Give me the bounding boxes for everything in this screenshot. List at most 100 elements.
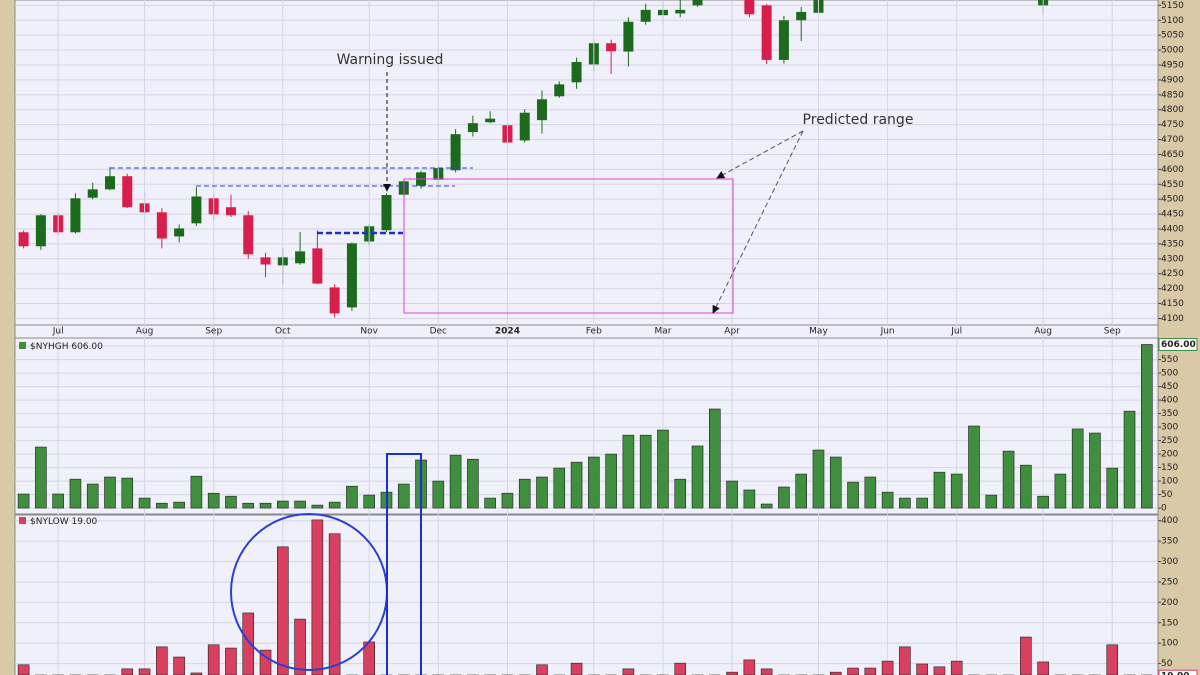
bar xyxy=(553,467,566,509)
candle-body xyxy=(225,207,236,216)
y-tick-label: 4150 xyxy=(1161,299,1184,309)
candle-body xyxy=(675,9,686,14)
x-tick-label: Dec xyxy=(430,327,447,337)
bar xyxy=(968,425,980,509)
y-tick-label: 4650 xyxy=(1161,150,1184,160)
bar xyxy=(121,668,134,675)
y-tick-label: 4300 xyxy=(1161,254,1184,264)
y-tick-label: 400 xyxy=(1161,516,1178,526)
y-tick-label: 250 xyxy=(1161,577,1178,587)
bar xyxy=(432,480,445,509)
bar xyxy=(173,656,185,675)
bar xyxy=(657,429,669,509)
bar xyxy=(242,502,255,509)
candle-body xyxy=(156,212,167,239)
nylow-panel xyxy=(14,514,1159,675)
bar xyxy=(259,649,272,675)
bar xyxy=(311,519,324,675)
y-tick-label: 300 xyxy=(1161,557,1178,567)
last-value-label: 19.00 xyxy=(1161,672,1189,675)
bar xyxy=(708,408,721,509)
x-tick-label: Jun xyxy=(880,327,895,337)
bar xyxy=(743,489,756,509)
bar xyxy=(17,493,30,509)
legend-name: $NYHGH xyxy=(30,342,68,352)
bar xyxy=(950,473,963,509)
bar xyxy=(311,504,324,509)
bar xyxy=(449,454,462,509)
bar xyxy=(899,497,911,509)
x-tick-label: Aug xyxy=(1034,327,1052,337)
bar xyxy=(847,481,859,509)
bar xyxy=(726,671,738,675)
legend-name: $NYLOW xyxy=(30,517,69,527)
bar xyxy=(1037,495,1049,509)
candle-body xyxy=(623,21,634,52)
bar xyxy=(190,475,203,509)
legend-value: 19.00 xyxy=(72,517,98,527)
y-tick-label: 400 xyxy=(1161,396,1178,406)
x-tick-label: Jul xyxy=(950,327,962,337)
bar xyxy=(674,478,687,509)
bar xyxy=(1089,432,1101,509)
x-tick-label: Feb xyxy=(586,327,602,337)
bar xyxy=(726,480,738,509)
y-tick-label: 4750 xyxy=(1161,120,1184,130)
bar xyxy=(138,497,151,509)
bar xyxy=(1141,344,1153,509)
last-value-box xyxy=(1158,337,1198,351)
bar xyxy=(138,668,151,675)
bar xyxy=(52,493,64,509)
bar xyxy=(276,546,289,675)
y-tick-label: 4950 xyxy=(1161,61,1184,71)
x-tick-label: Apr xyxy=(724,327,740,337)
predicted-range-box xyxy=(403,178,734,314)
bar xyxy=(864,476,877,509)
y-tick-label: 200 xyxy=(1161,450,1178,460)
y-tick-label: 4850 xyxy=(1161,90,1184,100)
candle-body xyxy=(519,112,530,141)
x-tick-label: May xyxy=(809,327,828,337)
candle-body xyxy=(571,62,582,83)
bar xyxy=(760,668,773,675)
candle-body xyxy=(260,257,271,265)
y-tick-label: 500 xyxy=(1161,369,1178,379)
y-tick-label: 200 xyxy=(1161,598,1178,608)
y-tick-label: 0 xyxy=(1161,504,1167,514)
candle-body xyxy=(796,11,807,21)
annotation: Predicted range xyxy=(803,112,914,128)
highlight-box xyxy=(386,453,422,675)
bar xyxy=(294,618,306,675)
bar xyxy=(743,659,756,675)
bar xyxy=(346,485,358,509)
y-tick-label: 250 xyxy=(1161,436,1178,446)
bar xyxy=(1037,661,1049,675)
bar xyxy=(847,667,859,675)
bar xyxy=(467,458,479,509)
bar xyxy=(916,663,928,675)
candle-body xyxy=(243,215,254,255)
y-tick-label: 4450 xyxy=(1161,210,1184,220)
y-tick-label: 4500 xyxy=(1161,195,1184,205)
bar xyxy=(622,434,635,509)
bar xyxy=(570,461,583,509)
x-tick-label: Oct xyxy=(275,327,291,337)
bar xyxy=(17,664,30,675)
bar xyxy=(363,494,376,509)
range-arrow xyxy=(716,130,804,179)
bar xyxy=(588,456,600,509)
bar xyxy=(207,492,220,509)
candle-body xyxy=(122,176,133,208)
bar xyxy=(1123,410,1136,509)
x-tick-label: Jul xyxy=(52,327,64,337)
y-tick-label: 4350 xyxy=(1161,239,1184,249)
x-tick-label: Sep xyxy=(1104,327,1121,337)
y-tick-label: 4250 xyxy=(1161,269,1184,279)
bar xyxy=(864,667,877,675)
candle-body xyxy=(554,84,565,97)
bar xyxy=(950,660,963,675)
x-tick-label: Mar xyxy=(654,327,671,337)
bar xyxy=(225,647,237,675)
y-tick-label: 4700 xyxy=(1161,135,1184,145)
